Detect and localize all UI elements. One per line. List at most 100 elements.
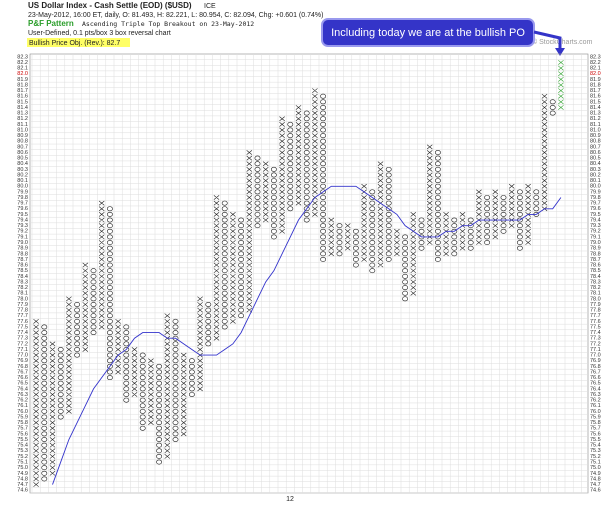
y-tick-label: 80.8 [17,139,28,145]
y-tick-label-right: 80.5 [590,156,601,162]
y-tick-label-right: 79.3 [590,223,601,229]
y-tick-label: 79.6 [17,206,28,212]
y-tick-label: 81.1 [17,122,28,128]
y-tick-label: 79.1 [17,234,28,240]
y-tick-label: 75.4 [17,443,28,449]
y-tick-label: 80.9 [17,133,28,139]
y-tick-label-right: 74.8 [590,476,601,482]
o-column [106,206,113,381]
y-tick-label-right: 76.7 [590,369,601,375]
y-tick-label-right: 80.7 [590,144,601,150]
o-column [254,155,261,229]
y-tick-label-right: 81.1 [590,122,601,128]
y-tick-label-right: 75.9 [590,414,601,420]
y-tick-label-right: 75.5 [590,437,601,443]
y-tick-label-right: 81.9 [590,77,601,83]
o-column [336,223,343,257]
pattern-label: P&F Pattern [28,19,74,28]
x-column [246,150,253,313]
y-tick-label-right: 77.0 [590,353,601,359]
x-column [295,105,302,206]
y-tick-label-right: 78.9 [590,246,601,252]
callout: Including today we are at the bullish PO [331,27,525,39]
y-tick-label-right: 76.3 [590,392,601,398]
y-tick-label: 78.5 [17,268,28,274]
y-tick-label: 78.6 [17,263,28,269]
y-tick-label: 80.6 [17,150,28,156]
y-tick-label: 75.3 [17,448,28,454]
y-tick-label: 79.3 [17,223,28,229]
y-tick-label-right: 79.1 [590,234,601,240]
y-tick-label-right: 79.7 [590,201,601,207]
y-tick-label: 81.6 [17,94,28,100]
y-tick-label-right: 76.8 [590,364,601,370]
y-tick-label-right: 74.6 [590,488,601,494]
o-column [123,324,130,403]
o-column [156,363,163,465]
y-tick-label: 80.7 [17,144,28,150]
y-tick-label-right: 76.0 [590,409,601,415]
pattern: Ascending Triple Top Breakout on 23-May-… [82,20,254,28]
y-tick-label-right: 82.2 [590,60,601,66]
y-tick-label-right: 81.5 [590,99,601,105]
y-tick-label-right: 82.1 [590,66,601,72]
y-tick-label: 75.6 [17,431,28,437]
o-column [549,99,556,116]
y-tick-label: 80.3 [17,167,28,173]
y-tick-label: 79.0 [17,240,28,246]
y-tick-label-right: 77.2 [590,341,601,347]
x-column [148,358,154,426]
y-tick-label: 79.7 [17,201,28,207]
objective-box [27,38,130,47]
o-column [188,358,195,397]
y-tick-label: 77.6 [17,319,28,325]
y-tick-label-right: 76.9 [590,358,601,364]
o-column [303,110,310,223]
settings: User-Defined, 0.1 pts/box 3 box reversal… [28,30,171,37]
y-tick-label-right: 81.6 [590,94,601,100]
x-column [426,144,433,245]
y-tick-label: 77.7 [17,313,28,319]
y-tick-label-right: 74.9 [590,471,601,477]
watermark: © StockCharts.com [532,38,593,46]
y-tick-label-right: 76.5 [590,381,601,387]
x-column [492,189,499,240]
x-column [213,195,220,341]
x-column [180,352,187,437]
o-column [172,318,179,442]
y-tick-label: 80.4 [17,161,28,167]
y-tick-label: 76.2 [17,398,28,404]
y-tick-label: 79.4 [17,217,28,223]
y-tick-label-right: 79.5 [590,212,601,218]
y-tick-label-right: 77.3 [590,336,601,342]
y-tick-label: 82.1 [17,66,28,72]
y-tick-label: 75.1 [17,459,28,465]
y-tick-label-right: 75.1 [590,459,601,465]
y-tick-label: 77.9 [17,302,28,308]
y-tick-label: 76.5 [17,381,28,387]
y-tick-label: 77.8 [17,308,28,314]
y-tick-label-right: 75.0 [590,465,601,471]
y-tick-label-right: 81.8 [590,82,601,88]
y-tick-label-right: 78.8 [590,251,601,257]
o-column [352,228,359,268]
y-tick-label-right: 79.4 [590,217,601,223]
y-tick-label-right: 78.2 [590,285,601,291]
y-tick-label: 77.2 [17,341,28,347]
y-tick-label-right: 81.4 [590,105,601,111]
x-column [459,212,466,251]
y-tick-label: 80.5 [17,156,28,162]
y-tick-label-right: 81.7 [590,88,601,94]
y-tick-label: 82.0 [17,71,28,77]
x-column [230,212,236,324]
y-tick-label-right: 80.8 [590,139,601,145]
y-tick-label-right: 78.6 [590,263,601,269]
y-tick-label-right: 80.2 [590,172,601,178]
y-tick-label: 75.7 [17,426,28,432]
o-column [434,150,441,262]
y-tick-label: 81.9 [17,77,28,83]
y-tick-label-right: 78.0 [590,296,601,302]
x-column [49,341,56,476]
y-tick-label-right: 77.7 [590,313,601,319]
y-tick-label: 74.6 [17,488,28,494]
